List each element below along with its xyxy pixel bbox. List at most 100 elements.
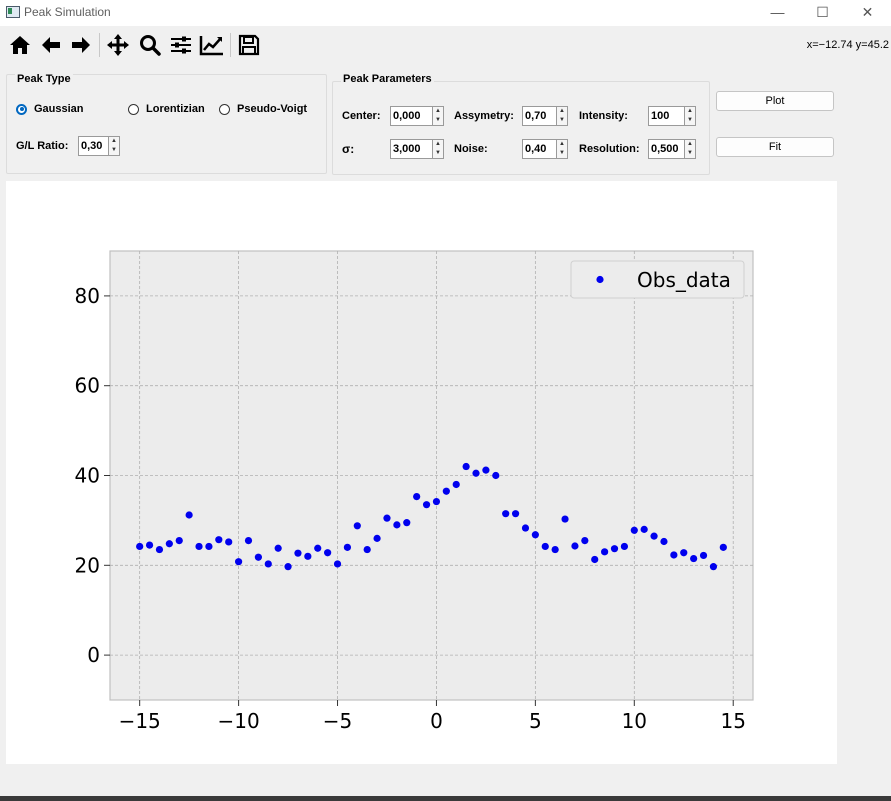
spin-up-icon[interactable]: ▲ bbox=[559, 141, 565, 147]
data-point bbox=[472, 469, 480, 477]
noise-value[interactable]: 0,40 bbox=[522, 139, 556, 159]
spin-arrows[interactable]: ▲ ▼ bbox=[432, 106, 444, 126]
spin-down-icon[interactable]: ▼ bbox=[435, 150, 441, 156]
zoom-button[interactable] bbox=[136, 31, 164, 59]
subplots-button[interactable] bbox=[167, 31, 195, 59]
data-point bbox=[383, 514, 391, 522]
spin-down-icon[interactable]: ▼ bbox=[559, 150, 565, 156]
pan-icon bbox=[107, 34, 129, 56]
radio-label: Gaussian bbox=[34, 103, 84, 115]
asymmetry-spinbox[interactable]: 0,70 ▲ ▼ bbox=[522, 106, 568, 126]
data-point bbox=[314, 544, 322, 552]
data-point bbox=[650, 532, 658, 540]
data-point bbox=[610, 545, 619, 553]
spin-up-icon[interactable]: ▲ bbox=[687, 141, 693, 147]
spin-up-icon[interactable]: ▲ bbox=[435, 108, 441, 114]
intensity-spinbox[interactable]: 100 ▲ ▼ bbox=[648, 106, 696, 126]
data-point bbox=[373, 534, 381, 542]
fit-button[interactable]: Fit bbox=[716, 137, 834, 157]
data-point bbox=[304, 552, 312, 560]
sigma-value[interactable]: 3,000 bbox=[390, 139, 432, 159]
resolution-value[interactable]: 0,500 bbox=[648, 139, 684, 159]
radio-pseudo-voigt[interactable]: Pseudo-Voigt bbox=[219, 103, 307, 115]
forward-arrow-icon bbox=[72, 37, 90, 53]
data-point bbox=[581, 537, 589, 545]
data-point bbox=[254, 553, 262, 561]
customize-button[interactable] bbox=[198, 31, 226, 59]
data-point bbox=[571, 542, 579, 550]
center-label: Center: bbox=[342, 110, 381, 122]
close-button[interactable]: ✕ bbox=[861, 4, 874, 20]
save-icon bbox=[238, 34, 260, 56]
data-point bbox=[511, 510, 520, 518]
spin-down-icon[interactable]: ▼ bbox=[111, 147, 117, 153]
spin-up-icon[interactable]: ▲ bbox=[111, 138, 117, 144]
sigma-spinbox[interactable]: 3,000 ▲ ▼ bbox=[390, 139, 444, 159]
data-point bbox=[442, 487, 450, 495]
data-point bbox=[225, 538, 233, 546]
legend-label: Obs_data bbox=[637, 268, 731, 292]
asymmetry-value[interactable]: 0,70 bbox=[522, 106, 556, 126]
home-icon bbox=[10, 36, 30, 54]
data-point bbox=[185, 511, 193, 519]
data-point bbox=[205, 542, 213, 551]
spin-down-icon[interactable]: ▼ bbox=[687, 150, 693, 156]
spin-down-icon[interactable]: ▼ bbox=[435, 117, 441, 123]
spin-up-icon[interactable]: ▲ bbox=[435, 141, 441, 147]
save-button[interactable] bbox=[235, 31, 263, 59]
toolbar-separator bbox=[99, 33, 100, 57]
data-point bbox=[680, 549, 688, 557]
data-point bbox=[165, 540, 173, 548]
data-point bbox=[264, 560, 272, 568]
data-point bbox=[482, 466, 490, 474]
gl-ratio-value[interactable]: 0,30 bbox=[78, 136, 108, 156]
minimize-button[interactable]: — bbox=[770, 4, 785, 20]
spin-up-icon[interactable]: ▲ bbox=[687, 108, 693, 114]
spin-down-icon[interactable]: ▼ bbox=[559, 117, 565, 123]
spin-arrows[interactable]: ▲ ▼ bbox=[684, 139, 696, 159]
data-point bbox=[462, 462, 470, 471]
spin-arrows[interactable]: ▲ ▼ bbox=[556, 106, 568, 126]
data-point bbox=[719, 543, 727, 551]
x-tick-label: 10 bbox=[622, 709, 647, 733]
pan-button[interactable] bbox=[104, 31, 132, 59]
back-button[interactable] bbox=[37, 31, 65, 59]
radio-gaussian[interactable]: Gaussian bbox=[16, 103, 84, 115]
forward-button[interactable] bbox=[67, 31, 95, 59]
data-point bbox=[284, 563, 292, 571]
spin-up-icon[interactable]: ▲ bbox=[559, 108, 565, 114]
radio-label: Pseudo-Voigt bbox=[237, 103, 308, 115]
data-point bbox=[699, 551, 708, 560]
maximize-button[interactable]: ☐ bbox=[816, 4, 829, 20]
x-tick-label: 15 bbox=[720, 709, 745, 733]
radio-indicator bbox=[128, 103, 139, 115]
center-spinbox[interactable]: 0,000 ▲ ▼ bbox=[390, 106, 444, 126]
scatter-chart: −15 −10 −5 0 5 10 15 0 20 40 60 80 Obs_data bbox=[75, 250, 754, 733]
data-point bbox=[601, 548, 609, 556]
spin-down-icon[interactable]: ▼ bbox=[687, 117, 693, 123]
zoom-icon bbox=[140, 35, 161, 56]
toolbar-separator bbox=[230, 33, 231, 57]
resolution-spinbox[interactable]: 0,500 ▲ ▼ bbox=[648, 139, 696, 159]
center-value[interactable]: 0,000 bbox=[390, 106, 432, 126]
gl-ratio-spinbox[interactable]: 0,30 ▲ ▼ bbox=[78, 136, 120, 156]
data-point bbox=[215, 536, 223, 544]
spin-arrows[interactable]: ▲ ▼ bbox=[684, 106, 696, 126]
radio-lorentizian[interactable]: Lorentizian bbox=[128, 103, 205, 115]
noise-label: Noise: bbox=[454, 143, 488, 155]
noise-spinbox[interactable]: 0,40 ▲ ▼ bbox=[522, 139, 568, 159]
spin-arrows[interactable]: ▲ ▼ bbox=[108, 136, 120, 156]
data-point bbox=[432, 497, 441, 506]
intensity-value[interactable]: 100 bbox=[648, 106, 684, 126]
data-point bbox=[709, 563, 718, 571]
spin-arrows[interactable]: ▲ ▼ bbox=[556, 139, 568, 159]
spin-arrows[interactable]: ▲ ▼ bbox=[432, 139, 444, 159]
data-point bbox=[492, 471, 500, 480]
plot-canvas[interactable]: −15 −10 −5 0 5 10 15 0 20 40 60 80 Obs_data bbox=[6, 181, 837, 764]
peak-type-group: Peak Type Gaussian Lorentizian Pseudo-Vo… bbox=[6, 73, 327, 174]
home-button[interactable] bbox=[6, 31, 34, 59]
data-points bbox=[136, 462, 727, 571]
intensity-label: Intensity: bbox=[579, 110, 628, 122]
data-point bbox=[521, 524, 530, 532]
plot-button[interactable]: Plot bbox=[716, 91, 834, 111]
